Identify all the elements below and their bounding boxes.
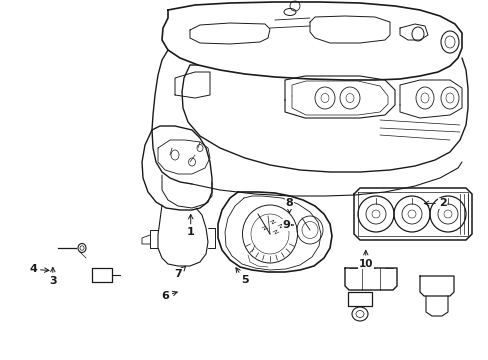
- Text: 5: 5: [236, 268, 248, 285]
- Text: 7: 7: [174, 266, 185, 279]
- Text: 2: 2: [424, 198, 446, 208]
- Text: 8: 8: [285, 198, 293, 213]
- Circle shape: [443, 210, 451, 218]
- Text: 6: 6: [161, 291, 177, 301]
- Circle shape: [371, 210, 379, 218]
- Text: 4: 4: [29, 264, 49, 274]
- Text: 9: 9: [282, 220, 293, 230]
- Text: 10: 10: [358, 251, 372, 269]
- Circle shape: [407, 210, 415, 218]
- Text: 3: 3: [49, 267, 57, 286]
- Text: 1: 1: [186, 215, 194, 237]
